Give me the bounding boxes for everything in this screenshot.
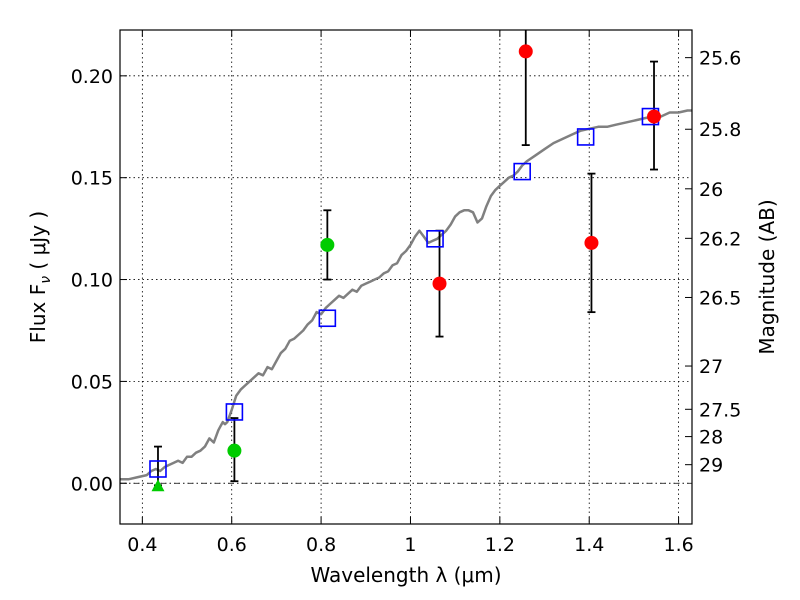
y2-tick-label: 26.5 <box>699 287 741 309</box>
plot-background <box>120 30 692 524</box>
x-tick-label: 1.2 <box>485 534 515 556</box>
y2-tick-label: 26.2 <box>699 228 741 250</box>
x-tick-label: 1.4 <box>574 534 604 556</box>
y-axis-label-subscript: ν <box>38 276 54 284</box>
y2-tick-label: 28 <box>699 427 723 449</box>
data-circle-marker <box>647 110 661 124</box>
y2-tick-label: 27 <box>699 356 723 378</box>
x-tick-label: 1 <box>404 534 416 556</box>
y2-tick-label: 27.5 <box>699 399 741 421</box>
y-tick-label: 0.20 <box>71 66 113 88</box>
x-axis-label: Wavelength λ (μm) <box>310 563 501 587</box>
y-tick-label: 0.10 <box>71 270 113 292</box>
data-circle-marker <box>433 277 447 291</box>
y-axis-label: Flux Fν ( μJy ) <box>26 211 54 343</box>
y-tick-label: 0.05 <box>71 371 113 393</box>
data-circle-marker <box>584 236 598 250</box>
y2-tick-label: 25.8 <box>699 119 741 141</box>
sed-chart: 0.4 0.6 0.8 1 1.2 1.4 1.6 0.00 0.05 0.10 0.15 0.20 2… <box>0 0 800 600</box>
y2-tick-label: 25.6 <box>699 48 741 70</box>
x-tick-label: 0.4 <box>127 534 157 556</box>
y2-tick-label: 29 <box>699 455 723 477</box>
x-tick-label: 0.8 <box>306 534 336 556</box>
y-tick-label: 0.00 <box>71 473 113 495</box>
y-tick-label: 0.15 <box>71 168 113 190</box>
y-axis-label-unit: ( μJy ) <box>26 211 50 276</box>
data-circle-marker <box>320 238 334 252</box>
y2-tick-label: 26 <box>699 179 723 201</box>
x-tick-label: 0.6 <box>217 534 247 556</box>
data-circle-marker <box>227 444 241 458</box>
x-tick-label: 1.6 <box>663 534 693 556</box>
data-circle-marker <box>519 44 533 58</box>
y2-axis-label: Magnitude (AB) <box>755 199 779 354</box>
